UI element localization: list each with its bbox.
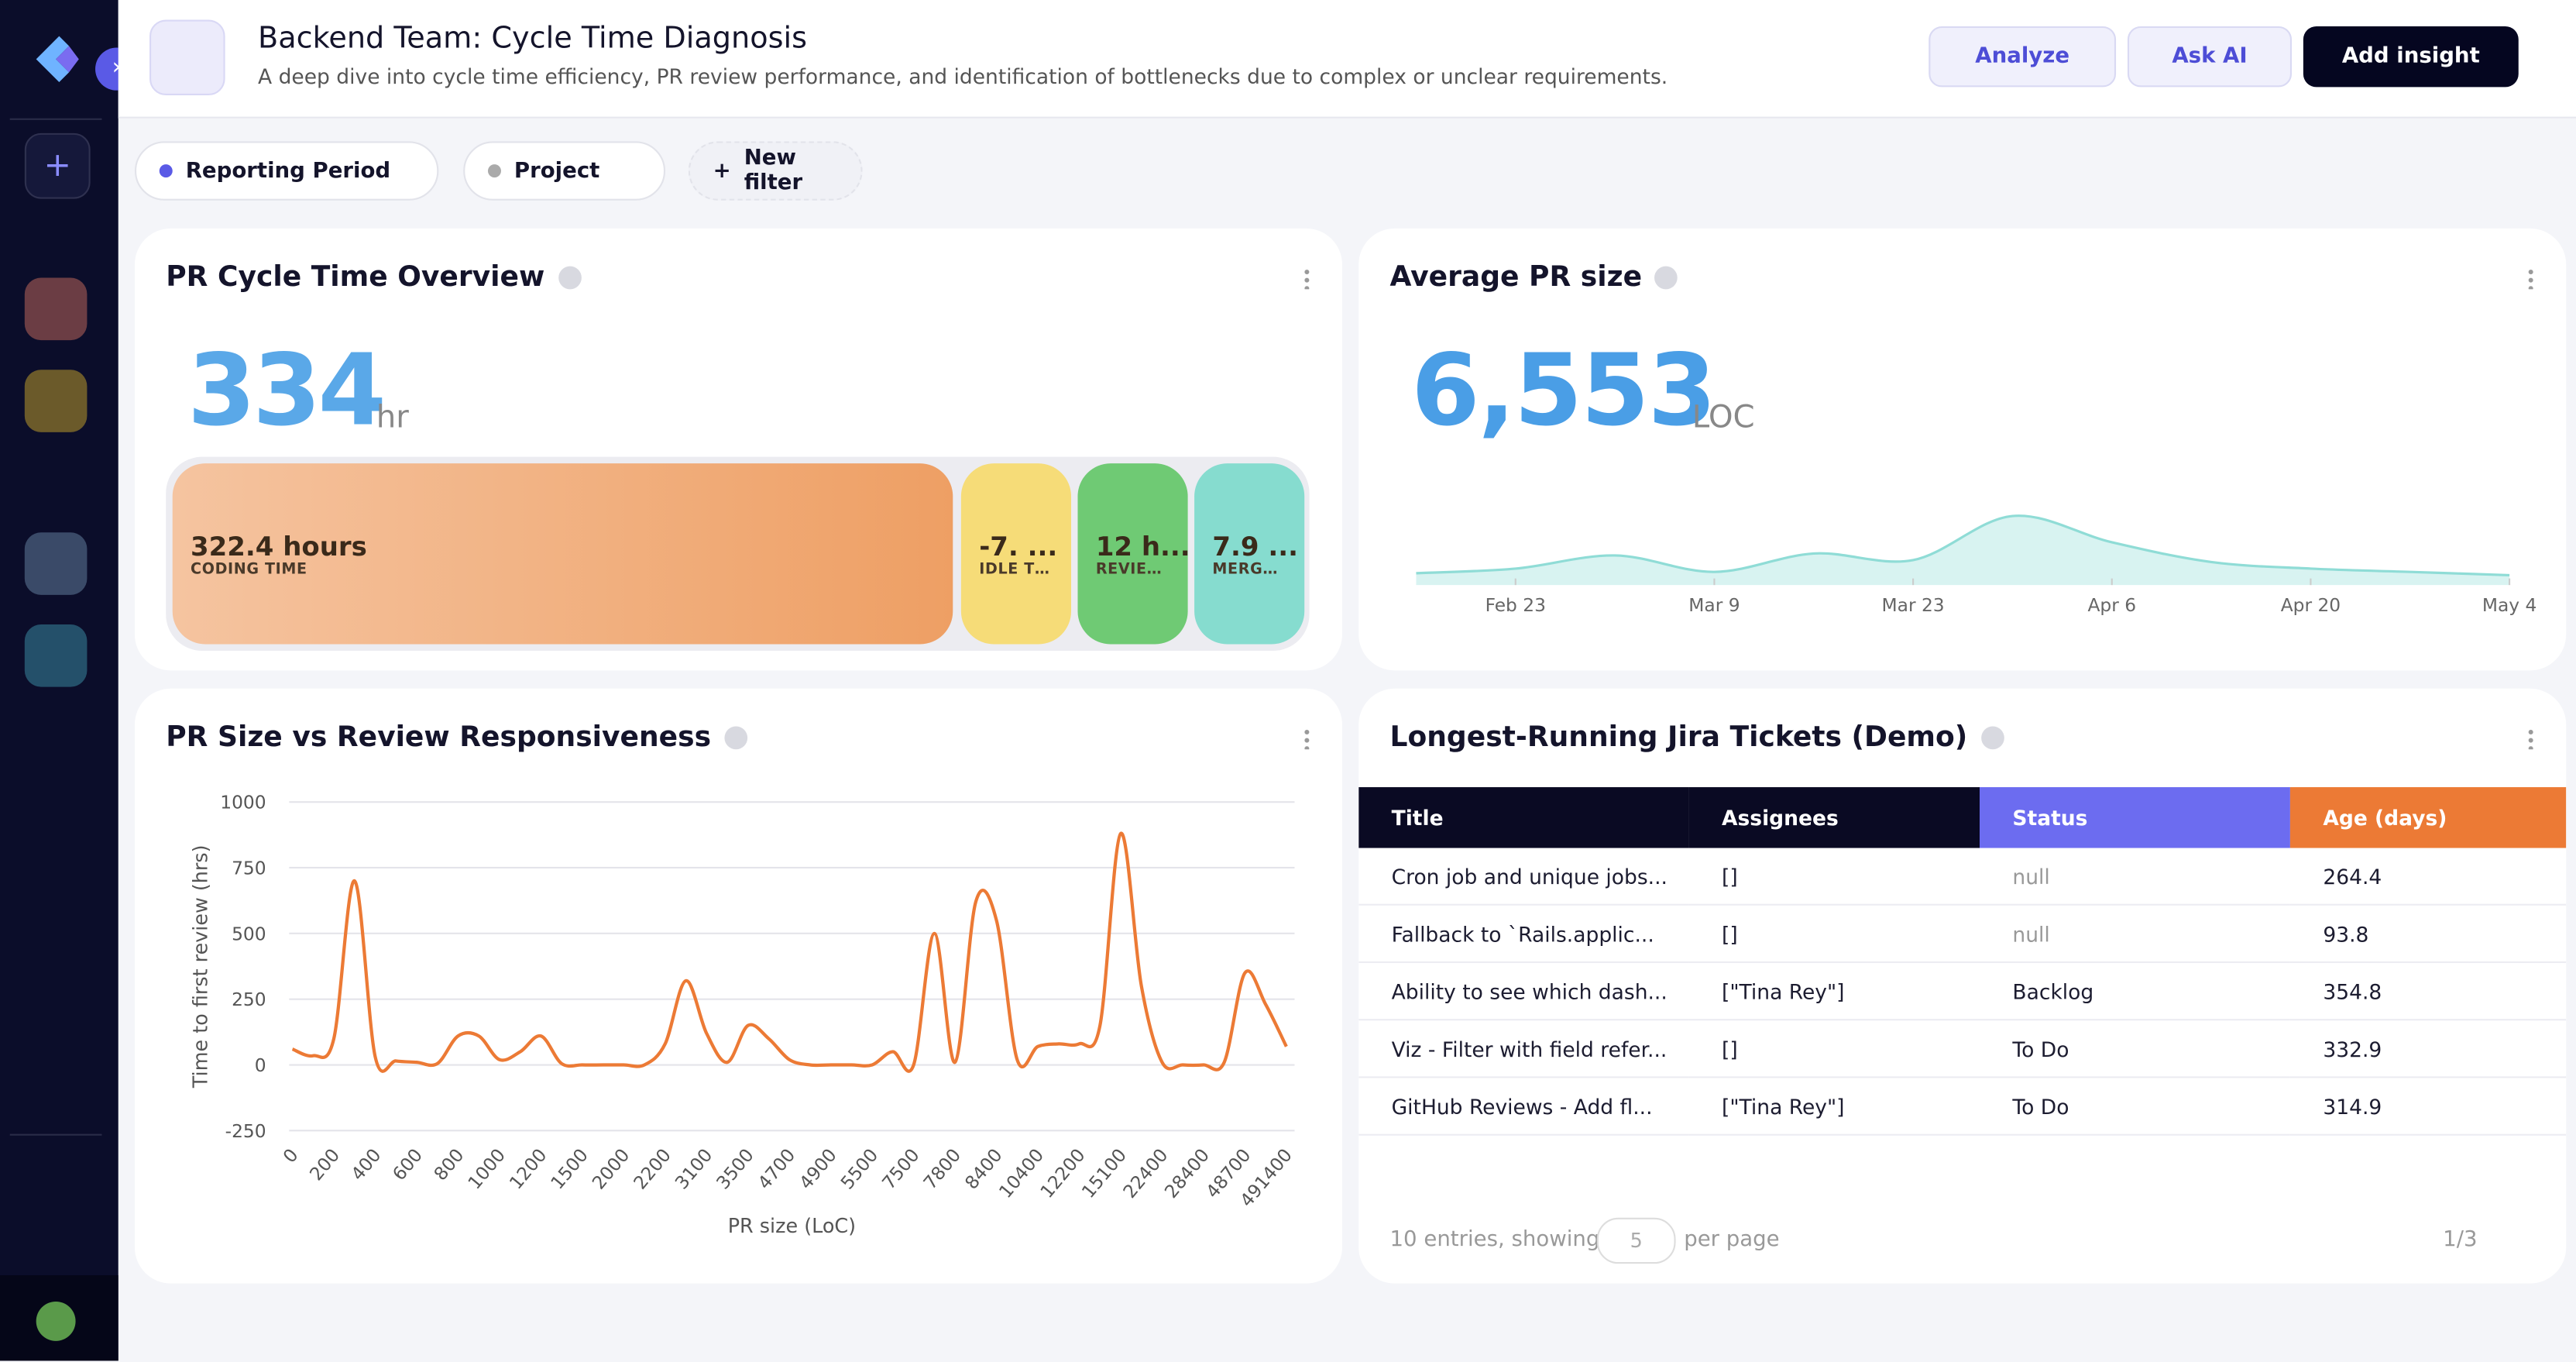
add-button[interactable]: + [24,132,91,199]
table-row[interactable]: GitHub Reviews - Add fl... ["Tina Rey"] To… [1358,1077,2567,1136]
cycle-card: PR Cycle Time Overview 334 hr 322.4 hour… [134,228,1342,671]
nav-pie[interactable] [24,277,88,341]
table-cell: Cron job and unique jobs... [1358,848,1689,906]
nav-briefcase[interactable] [24,624,88,687]
unit: hr [376,399,409,436]
table: Title Assignees Status Age (days) Cron j… [1358,787,2567,1136]
column-header[interactable]: Assignees [1688,787,1980,848]
table-cell: [] [1688,904,1980,964]
table-cell: Fallback to `Rails.applic... [1358,904,1689,964]
table-cell: Ability to see which dash... [1358,961,1689,1021]
table-cell: Viz - Filter with field refer... [1358,1020,1689,1078]
pages: 1/3 [2443,1227,2478,1253]
header-icon [149,19,225,96]
table-row[interactable]: Cron job and unique jobs...[] null 264.4 [1358,848,2567,906]
table-cell: To Do [1980,1020,2290,1078]
table-cell: 264.4 [2289,848,2567,906]
big-number: 6,553 [1411,333,1716,449]
nav-target[interactable] [24,370,88,432]
table-cell: ["Tina Rey"] [1688,961,1980,1021]
table-row[interactable]: Ability to see which dash... ["Tina Rey"]… [1358,961,2567,1021]
table-cell: 354.8 [2289,961,2567,1021]
page-size[interactable]: 5 [1596,1217,1676,1264]
line-card: PR Size vs Review Responsiveness [134,688,1342,1284]
card-title: Longest-Running Jira Tickets (Demo) [1390,721,2004,755]
table-cell: GitHub Reviews - Add fl... [1358,1077,1689,1136]
sidebar: › + [0,0,139,1361]
table-cell: ["Tina Rey"] [1688,1077,1980,1136]
column-header[interactable]: Status [1980,787,2290,848]
table-cell: [] [1688,848,1980,906]
column-header[interactable]: Title [1358,787,1689,848]
table-row[interactable]: Fallback to `Rails.applic...[] null 93.8 [1358,904,2567,964]
entries-text: 10 entries, showing [1389,1227,1600,1253]
card-title: PR Size vs Review Responsiveness [166,721,747,755]
table-cell: To Do [1980,1077,2290,1136]
segment: 322.4 hours CODING TIME [172,463,953,645]
header: Backend Team: Cycle Time Diagnosis A dee… [118,0,2576,119]
size-card: Average PR size 6,553 LOC [1358,228,2567,671]
ask-ai-button[interactable]: Ask AI [2127,26,2293,88]
analyze-button[interactable]: Analyze [1929,26,2117,88]
title: Backend Team: Cycle Time Diagnosis [258,21,807,57]
new-filter[interactable]: + New filter [688,141,863,201]
card-title: Average PR size [1390,261,1678,294]
filter-label: New filter [744,146,803,196]
table-cell: null [1980,848,2290,906]
table-cell: 314.9 [2289,1077,2567,1136]
table-cell: [] [1688,1020,1980,1078]
table-row[interactable]: Viz - Filter with field refer...[] To Do 3… [1358,1020,2567,1078]
filter[interactable]: Reporting Period [134,141,439,201]
segment: 7.9 ...MERGE ... [1194,463,1305,645]
big-number: 334 [187,333,386,449]
filter[interactable]: Project [463,141,666,201]
table-card: Longest-Running Jira Tickets (Demo) Titl… [1358,688,2567,1284]
filter-label: Project [513,158,600,184]
per-page-text: per page [1684,1227,1780,1253]
avatar[interactable] [36,1301,76,1341]
subtitle: A deep dive into cycle time efficiency, … [258,64,1668,89]
table-cell: 93.8 [2289,904,2567,964]
card-title: PR Cycle Time Overview [166,261,581,294]
filter-label: Reporting Period [185,158,391,184]
add-insight-button[interactable]: Add insight [2303,26,2519,88]
column-header[interactable]: Age (days) [2289,787,2567,848]
segment: -7. ...IDLE TIME [960,463,1072,645]
logo [36,36,79,83]
table-cell: null [1980,904,2290,964]
segment: 12 h...REVIEW ... [1077,463,1188,645]
table-cell: 332.9 [2289,1020,2567,1078]
nav-branch[interactable] [24,532,88,595]
unit: LOC [1692,399,1755,436]
table-cell: Backlog [1980,961,2290,1021]
